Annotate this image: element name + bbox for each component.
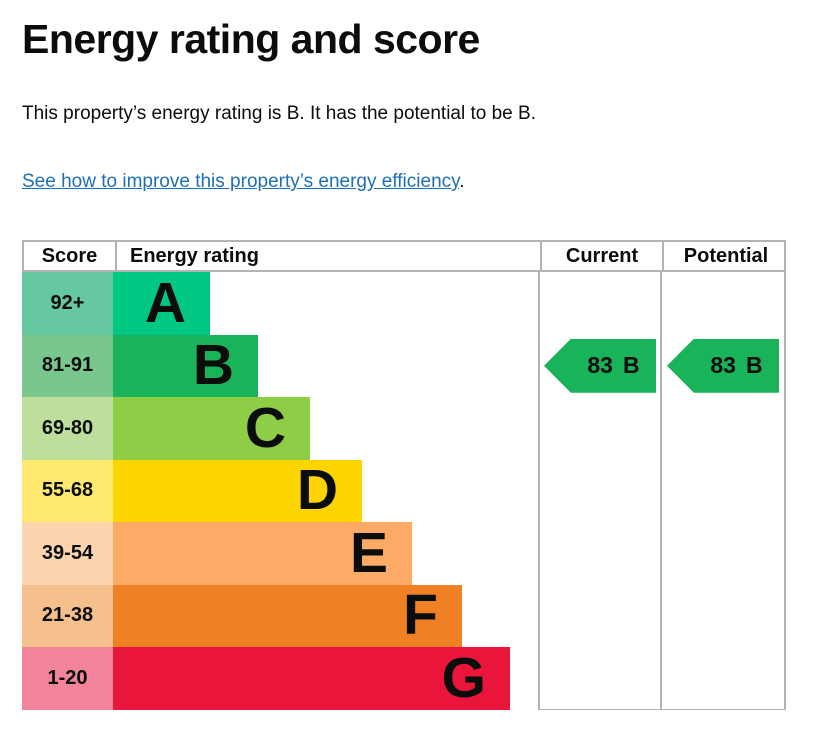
current-column-cell <box>538 397 660 460</box>
rating-bar-g: G <box>113 647 510 710</box>
band-row-f: 21-38 F <box>22 583 786 648</box>
score-range-cell: 55-68 <box>22 459 113 522</box>
potential-column-cell <box>660 397 786 460</box>
score-range-cell: 21-38 <box>22 584 113 647</box>
rating-band-letter: F <box>403 583 438 648</box>
current-column-cell <box>538 584 660 647</box>
epc-chart-body: 92+ A 81-91 B 83 B 83 B 69-80 C 55-68 D 39-54 E 21-38 F… <box>22 272 786 710</box>
score-range-cell: 1-20 <box>22 647 113 710</box>
potential-column-cell: 83 B <box>660 334 786 397</box>
current-column-cell <box>538 459 660 522</box>
rating-bar-d: D <box>113 458 362 523</box>
rating-band-letter: A <box>144 270 186 335</box>
potential-column-cell <box>660 584 786 647</box>
rating-bar-cell: G <box>113 647 538 710</box>
rating-bar-cell: A <box>113 272 538 335</box>
epc-chart-header: Score Energy rating Current Potential <box>22 240 786 272</box>
rating-bar-b: B <box>113 333 258 398</box>
current-rating-arrow: 83 B <box>544 338 656 393</box>
band-row-c: 69-80 C <box>22 397 786 460</box>
score-range-cell: 39-54 <box>22 522 113 585</box>
rating-bar-cell: E <box>113 522 538 585</box>
rating-bar-cell: C <box>113 397 538 460</box>
potential-column-cell <box>660 522 786 585</box>
header-energy-rating: Energy rating <box>115 242 540 270</box>
potential-column-cell <box>660 272 786 335</box>
potential-column-cell <box>660 647 786 710</box>
rating-bar-cell: D <box>113 458 538 523</box>
rating-bar-cell: F <box>113 583 538 648</box>
epc-chart: Score Energy rating Current Potential 92… <box>22 240 786 710</box>
score-range-cell: 69-80 <box>22 397 113 460</box>
rating-bar-a: A <box>113 272 210 335</box>
rating-band-letter: E <box>349 520 388 585</box>
rating-band-letter: B <box>192 333 234 398</box>
summary-text: This property’s energy rating is B. It h… <box>22 103 536 124</box>
current-column-cell: 83 B <box>538 334 660 397</box>
rating-band-letter: D <box>296 458 338 523</box>
score-range-cell: 92+ <box>22 272 113 335</box>
potential-rating-arrow: 83 B <box>667 338 779 393</box>
potential-score-value: 83 <box>710 352 736 379</box>
current-column-cell <box>538 522 660 585</box>
rating-bar-f: F <box>113 583 462 648</box>
band-row-d: 55-68 D <box>22 458 786 523</box>
band-row-g: 1-20 G <box>22 647 786 710</box>
rating-band-letter: C <box>244 395 286 460</box>
band-row-b: 81-91 B 83 B 83 B <box>22 333 786 398</box>
page-title: Energy rating and score <box>22 16 480 62</box>
rating-bar-c: C <box>113 397 310 460</box>
potential-column-cell <box>660 459 786 522</box>
current-column-cell <box>538 272 660 335</box>
improve-efficiency-link[interactable]: See how to improve this property’s energ… <box>22 171 460 192</box>
rating-bar-cell: B <box>113 333 538 398</box>
potential-rating-letter: B <box>745 352 763 379</box>
rating-bar-e: E <box>113 522 412 585</box>
rating-band-letter: G <box>441 645 486 710</box>
link-suffix-period: . <box>459 171 465 192</box>
score-range-cell: 81-91 <box>22 334 113 397</box>
header-potential: Potential <box>662 242 788 270</box>
current-rating-letter: B <box>622 352 640 379</box>
current-column-cell <box>538 647 660 710</box>
band-row-a: 92+ A <box>22 272 786 335</box>
header-current: Current <box>540 242 662 270</box>
current-score-value: 83 <box>587 352 613 379</box>
improve-link-line: See how to improve this property’s energ… <box>22 171 465 193</box>
header-score: Score <box>41 244 98 267</box>
band-row-e: 39-54 E <box>22 522 786 585</box>
